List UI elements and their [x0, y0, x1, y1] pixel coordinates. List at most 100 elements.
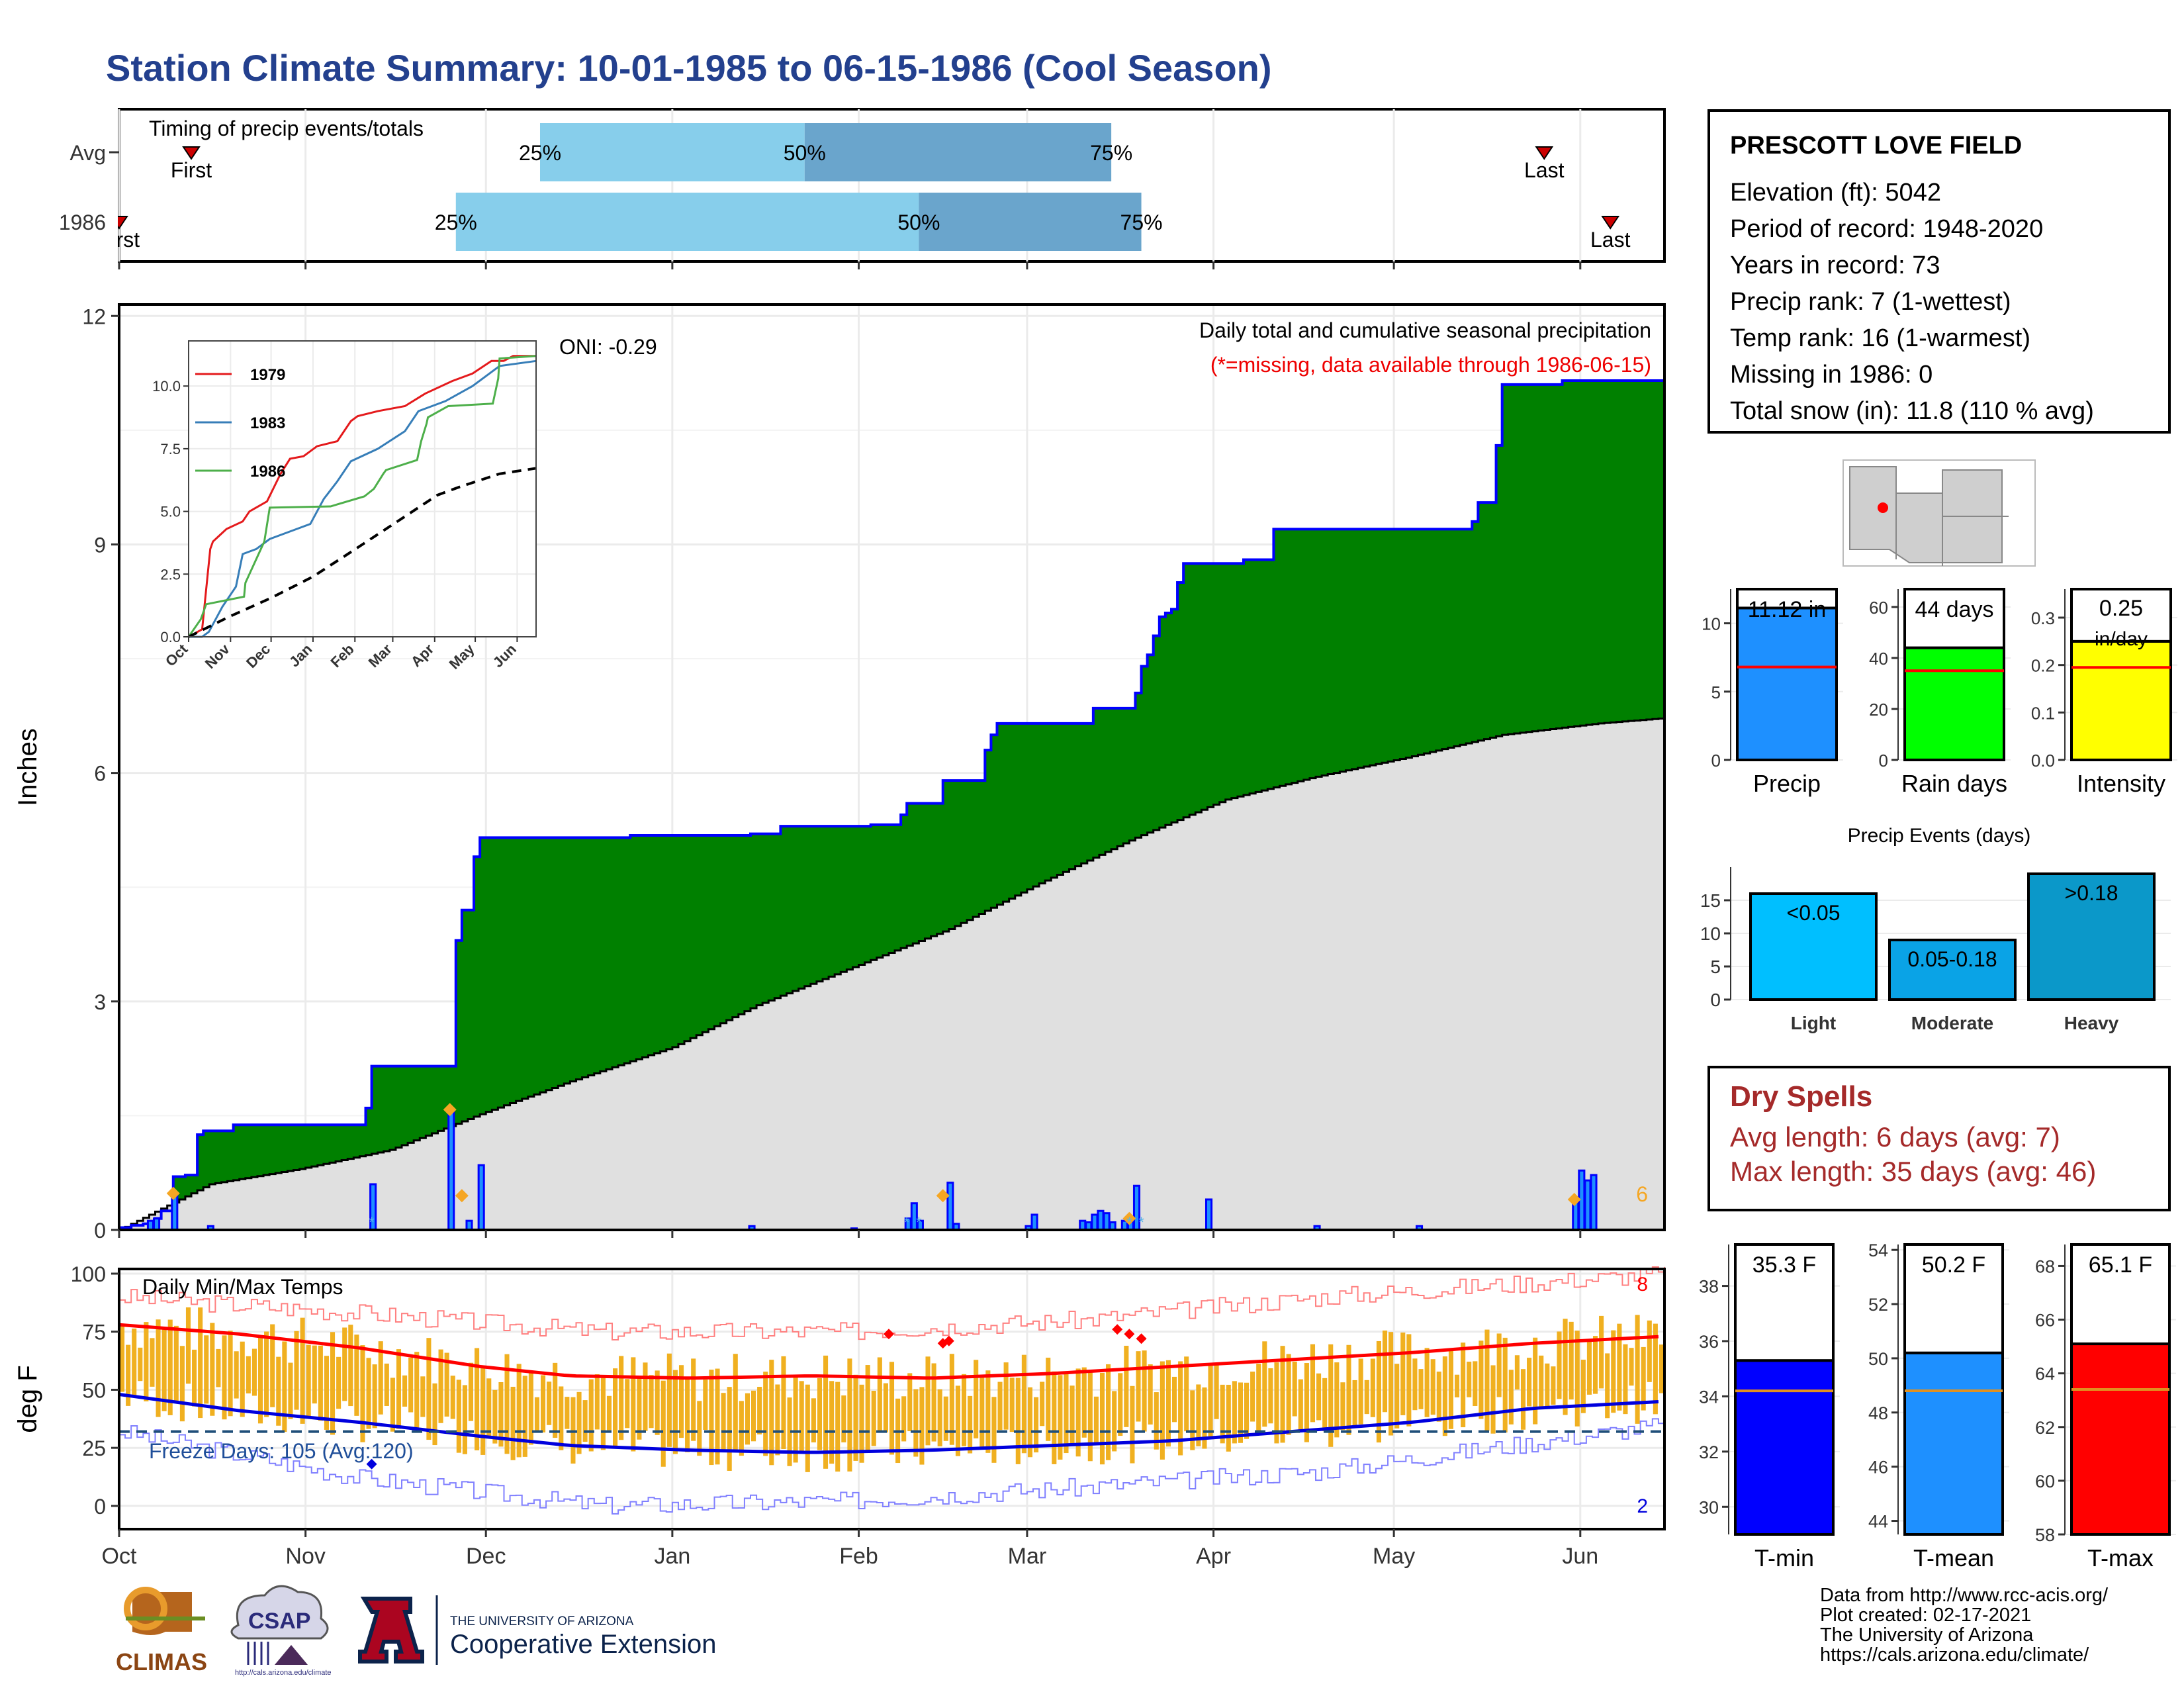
csap-logo: CSAP http://cals.arizona.edu/climate	[230, 1585, 332, 1677]
station-stat-elevation: Elevation (ft): 5042	[1730, 179, 1941, 207]
mini-ytick-label: 48	[1868, 1403, 1888, 1423]
daily-temp-bar	[1075, 1368, 1081, 1457]
daily-temp-bar	[943, 1396, 948, 1441]
daily-temp-bar	[685, 1378, 690, 1452]
daily-temp-bar	[528, 1372, 533, 1445]
rain-days-category-label: Rain days	[1901, 770, 2007, 797]
tmax-value: 65.1 F	[2089, 1252, 2152, 1278]
timing-last-label: Last	[1590, 228, 1631, 252]
daily-temp-bar	[360, 1345, 365, 1442]
daily-temp-bar	[390, 1378, 395, 1432]
daily-temp-bar	[1250, 1372, 1255, 1422]
daily-temp-bar	[138, 1347, 143, 1382]
daily-temp-bar	[1316, 1373, 1322, 1421]
daily-temp-bar	[949, 1354, 954, 1445]
daily-temp-bar	[859, 1384, 864, 1463]
daily-temp-bar	[763, 1372, 768, 1456]
intensity-value-box	[2070, 588, 2172, 643]
mini-ytick-label: 34	[1699, 1387, 1719, 1407]
precip-value: 11.12 in	[1748, 597, 1826, 622]
daily-temp-bar	[1527, 1358, 1532, 1407]
tmean-value: 50.2 F	[1922, 1252, 1985, 1278]
inset-ytick-label: 5.0	[160, 504, 181, 520]
daily-temp-bar	[246, 1356, 251, 1393]
tmean-value-box	[1903, 1243, 2004, 1354]
daily-temp-bar	[931, 1363, 936, 1442]
daily-temp-bar	[1328, 1344, 1334, 1447]
daily-temp-bar	[907, 1373, 913, 1432]
snow-marker: *	[1126, 1214, 1132, 1231]
mini-ytick-label: 66	[2035, 1311, 2055, 1331]
daily-temp-bar	[426, 1338, 432, 1440]
daily-temp-bar	[871, 1391, 876, 1446]
credit-url: https://cals.arizona.edu/climate/	[1820, 1644, 2089, 1665]
daily-temp-bar	[565, 1397, 570, 1429]
daily-temp-bar	[1034, 1397, 1039, 1453]
daily-temp-bar	[534, 1397, 539, 1431]
mini-ytick-label: 50	[1868, 1349, 1888, 1369]
daily-temp-bar	[204, 1335, 209, 1404]
page-title: Station Climate Summary: 10-01-1985 to 0…	[106, 47, 1272, 89]
daily-temp-bar	[751, 1390, 756, 1442]
mini-ytick-label: 20	[1869, 700, 1888, 720]
daily-temp-bar	[264, 1331, 269, 1417]
record-precip-marker	[1122, 1211, 1136, 1225]
dry-spells-avg: Avg length: 6 days (avg: 7)	[1730, 1121, 2060, 1152]
daily-temp-bar	[1370, 1358, 1375, 1417]
precip-caption: Daily total and cumulative seasonal prec…	[1199, 318, 1651, 342]
timing-label: Timing of precip events/totals	[149, 117, 424, 140]
daily-temp-bar	[126, 1344, 131, 1406]
daily-temp-bar	[883, 1383, 888, 1432]
temp-panel: 0 25 50 75 100 Oct Nov Dec Jan Feb Mar Apr May Jun deg…	[13, 1262, 1666, 1569]
daily-temp-bar	[643, 1362, 648, 1431]
daily-temp-bar	[1064, 1374, 1069, 1454]
month-label: Jun	[1562, 1544, 1598, 1569]
mini-ytick-label: 0.0	[2031, 751, 2055, 771]
daily-temp-bar	[1171, 1376, 1177, 1423]
daily-temp-bar	[234, 1351, 239, 1399]
daily-temp-bar	[775, 1384, 780, 1456]
daily-temp-bar	[1124, 1346, 1129, 1427]
timing-p25-label: 25%	[519, 141, 561, 165]
daily-temp-bar	[1154, 1392, 1159, 1450]
daily-temp-bar	[937, 1389, 942, 1446]
precip-frame	[118, 303, 1666, 1231]
daily-temp-bar	[1599, 1315, 1604, 1389]
daily-temp-bar	[1334, 1362, 1340, 1438]
events-bar-moderate	[1888, 939, 2017, 1001]
daily-temp-bar	[1563, 1319, 1568, 1415]
timing-p50-label: 50%	[784, 141, 826, 165]
map-region	[1849, 466, 2003, 563]
map-state-borders	[1895, 493, 2009, 566]
intensity-value: 0.25	[2099, 596, 2143, 621]
daily-temp-bar	[691, 1358, 696, 1441]
daily-temp-bar	[468, 1362, 474, 1421]
events-ytick-label: 5	[1710, 957, 1721, 977]
daily-temp-bar	[1364, 1380, 1369, 1415]
mini-ytick-label: 5	[1711, 682, 1721, 702]
daily-temp-bar	[251, 1348, 257, 1396]
daily-temp-bar	[961, 1374, 967, 1446]
station-stat-temp-rank: Temp rank: 16 (1-warmest)	[1730, 324, 2031, 352]
daily-temp-bar	[625, 1379, 630, 1429]
inset-ytick-label: 0.0	[160, 629, 181, 645]
daily-temp-bar	[1340, 1382, 1345, 1430]
daily-temp-bar	[1473, 1361, 1478, 1407]
normal-cumulative-area	[119, 718, 1666, 1231]
daily-temp-bar	[1635, 1315, 1640, 1424]
daily-temp-bar	[619, 1356, 624, 1440]
daily-temp-bar	[991, 1397, 997, 1463]
daily-temp-bar	[697, 1401, 702, 1456]
daily-temp-bar	[486, 1378, 492, 1438]
daily-temp-bar	[300, 1317, 305, 1424]
temp-frame	[118, 1268, 1666, 1530]
daily-temp-bar	[1653, 1323, 1658, 1415]
record-precip-marker	[455, 1189, 469, 1203]
daily-temp-bar	[438, 1349, 443, 1423]
daily-temp-bar	[799, 1381, 804, 1452]
daily-temp-bar	[540, 1375, 546, 1432]
daily-temp-bar	[1015, 1378, 1021, 1464]
station-stat-missing: Missing in 1986: 0	[1730, 361, 1933, 389]
daily-temp-bar	[161, 1328, 167, 1411]
daily-temp-bar	[150, 1338, 155, 1387]
